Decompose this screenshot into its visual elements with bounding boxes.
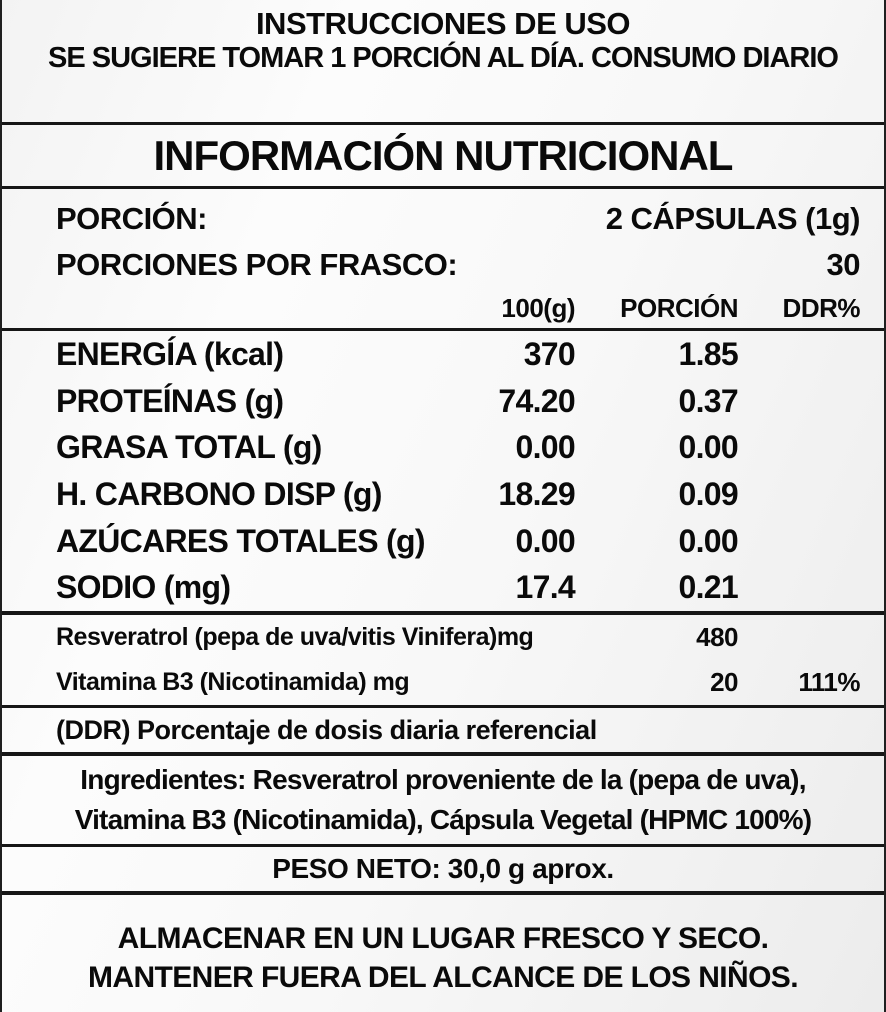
- nutrient-label: H. CARBONO DISP (g): [56, 475, 382, 512]
- storage-instructions-section: ALMACENAR EN UN LUGAR FRESCO Y SECO. MAN…: [2, 895, 884, 1012]
- table-row: Vitamina B3 (Nicotinamida) mg 20 111%: [2, 660, 861, 705]
- ddr-footnote: (DDR) Porcentaje de dosis diaria referen…: [56, 714, 597, 745]
- value-portion: 480: [696, 622, 738, 652]
- divider: [2, 122, 884, 125]
- usage-instructions-subtitle: SE SUGIERE TOMAR 1 PORCIÓN AL DÍA. CONSU…: [48, 42, 839, 74]
- serving-size-label: PORCIÓN:: [56, 201, 208, 236]
- ingredients-line-2: Vitamina B3 (Nicotinamida), Cápsula Vege…: [74, 804, 812, 835]
- net-weight-section: PESO NETO: 30,0 g aprox.: [2, 847, 884, 891]
- column-header-row: 100(g) PORCIÓN DDR%: [2, 288, 884, 328]
- value-per100: 370: [523, 335, 576, 372]
- table-row: H. CARBONO DISP (g) 18.29 0.09: [2, 471, 860, 518]
- value-per100: 17.4: [515, 569, 576, 606]
- column-header-spacer: [2, 288, 425, 328]
- divider: [2, 752, 884, 756]
- nutrient-label: Resveratrol (pepa de uva/vitis Vinifera)…: [56, 623, 534, 651]
- table-row: PROTEÍNAS (g) 74.20 0.37: [2, 378, 860, 425]
- value-portion: 0.37: [678, 382, 739, 419]
- value-portion: 0.09: [678, 475, 739, 512]
- divider: [2, 891, 884, 895]
- ddr-footnote-section: (DDR) Porcentaje de dosis diaria referen…: [2, 708, 884, 752]
- serving-size-value: 2 CÁPSULAS (1g): [605, 201, 861, 236]
- nutrient-label: ENERGÍA (kcal): [56, 335, 284, 372]
- active-ingredients-table: Resveratrol (pepa de uva/vitis Vinifera)…: [2, 615, 884, 705]
- servings-per-container-row: PORCIONES POR FRASCO: 30: [2, 242, 884, 288]
- macro-nutrients-table: ENERGÍA (kcal) 370 1.85 PROTEÍNAS (g) 74…: [2, 331, 884, 611]
- nutrient-label: GRASA TOTAL (g): [56, 429, 322, 466]
- value-portion: 20: [710, 667, 738, 697]
- nutrient-label: AZÚCARES TOTALES (g): [56, 522, 426, 559]
- nutrition-title: INFORMACIÓN NUTRICIONAL: [153, 131, 734, 179]
- divider: [2, 844, 884, 847]
- storage-line-1: ALMACENAR EN UN LUGAR FRESCO Y SECO.: [117, 922, 769, 955]
- value-portion: 0.00: [678, 429, 739, 466]
- divider: [2, 186, 884, 189]
- value-per100: 0.00: [515, 429, 576, 466]
- usage-instructions-title: INSTRUCCIONES DE USO: [255, 6, 631, 41]
- value-per100: 18.29: [498, 475, 575, 512]
- usage-instructions-section: INSTRUCCIONES DE USO SE SUGIERE TOMAR 1 …: [2, 0, 884, 122]
- net-weight: PESO NETO: 30,0 g aprox.: [272, 853, 614, 884]
- value-portion: 1.85: [678, 335, 739, 372]
- servings-per-container-label: PORCIONES POR FRASCO:: [56, 247, 458, 282]
- table-row: GRASA TOTAL (g) 0.00 0.00: [2, 424, 860, 471]
- divider: [2, 328, 884, 331]
- serving-size-row: PORCIÓN: 2 CÁPSULAS (1g): [2, 196, 884, 242]
- divider: [2, 611, 884, 615]
- column-header-ddr: DDR%: [782, 293, 861, 323]
- ingredients-section: Ingredientes: Resveratrol proveniente de…: [2, 756, 884, 844]
- value-per100: 0.00: [515, 522, 576, 559]
- serving-info-section: PORCIÓN: 2 CÁPSULAS (1g) PORCIONES POR F…: [2, 189, 884, 328]
- value-ddr: 111%: [798, 667, 860, 697]
- storage-line-2: MANTENER FUERA DEL ALCANCE DE LOS NIÑOS.: [88, 961, 799, 994]
- nutrient-label: SODIO (mg): [56, 569, 231, 606]
- nutrition-header-section: INFORMACIÓN NUTRICIONAL: [2, 125, 884, 186]
- value-portion: 0.21: [678, 569, 739, 606]
- table-row: SODIO (mg) 17.4 0.21: [2, 564, 860, 611]
- table-row: Resveratrol (pepa de uva/vitis Vinifera)…: [2, 615, 860, 660]
- nutrient-label: PROTEÍNAS (g): [56, 382, 284, 419]
- divider: [2, 705, 884, 708]
- value-per100: 74.20: [498, 382, 575, 419]
- table-row: AZÚCARES TOTALES (g) 0.00 0.00: [2, 518, 860, 565]
- value-portion: 0.00: [678, 522, 739, 559]
- column-header-portion: PORCIÓN: [620, 293, 738, 323]
- ingredients-line-1: Ingredientes: Resveratrol proveniente de…: [80, 764, 806, 795]
- nutrient-label: Vitamina B3 (Nicotinamida) mg: [56, 668, 410, 696]
- table-row: ENERGÍA (kcal) 370 1.85: [2, 331, 860, 378]
- servings-per-container-value: 30: [826, 247, 861, 282]
- column-header-per100: 100(g): [501, 293, 575, 323]
